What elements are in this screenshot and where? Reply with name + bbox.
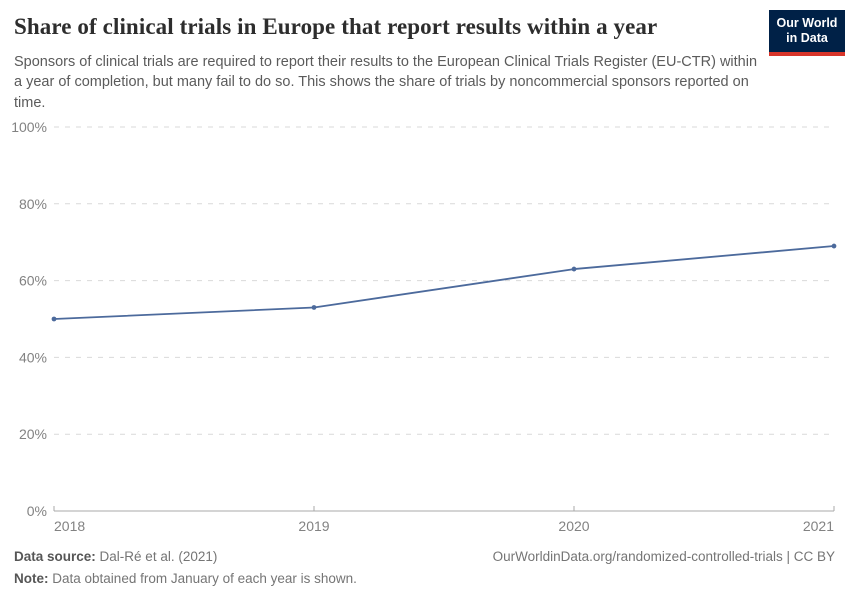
y-tick-label: 0%	[27, 503, 47, 519]
data-source-label: Data source:	[14, 549, 96, 564]
y-tick-label: 100%	[11, 119, 47, 135]
x-tick-label: 2018	[54, 518, 85, 534]
note-line: Note: Data obtained from January of each…	[14, 568, 357, 590]
y-tick-label: 60%	[19, 273, 47, 289]
data-source-line: Data source: Dal-Ré et al. (2021)	[14, 546, 357, 568]
x-tick-label: 2021	[803, 518, 834, 534]
data-line	[53, 245, 835, 320]
line-chart: 0% 20% 40% 60% 80% 100% 2018 2019 2020 2021	[0, 112, 850, 542]
note-value: Data obtained from January of each year …	[52, 571, 357, 587]
logo-line-1: Our World	[776, 16, 838, 30]
data-point	[51, 316, 57, 322]
y-tick-label: 40%	[19, 349, 47, 365]
data-point	[311, 305, 317, 310]
footer-left: Data source: Dal-Ré et al. (2021) Note: …	[14, 546, 357, 591]
x-tick-label: 2020	[558, 518, 589, 534]
note-label: Note:	[14, 571, 49, 587]
attribution-text: OurWorldinData.org/randomized-controlled…	[492, 549, 835, 564]
y-tick-label: 20%	[19, 426, 47, 442]
y-tick-label: 80%	[19, 196, 47, 212]
data-point	[571, 266, 577, 272]
owid-logo: Our World in Data	[769, 10, 845, 56]
data-point	[831, 243, 837, 249]
chart-subtitle: Sponsors of clinical trials are required…	[14, 54, 758, 111]
logo-line-2: in Data	[786, 31, 828, 46]
chart-footer: Data source: Dal-Ré et al. (2021) Note: …	[14, 546, 835, 591]
x-tick-label: 2019	[298, 518, 329, 534]
page-title: Share of clinical trials in Europe that …	[14, 14, 658, 39]
line-chart-svg: 0% 20% 40% 60% 80% 100% 2018 2019 2020 2021	[11, 119, 837, 534]
data-source-value: Dal-Ré et al. (2021)	[99, 549, 218, 564]
